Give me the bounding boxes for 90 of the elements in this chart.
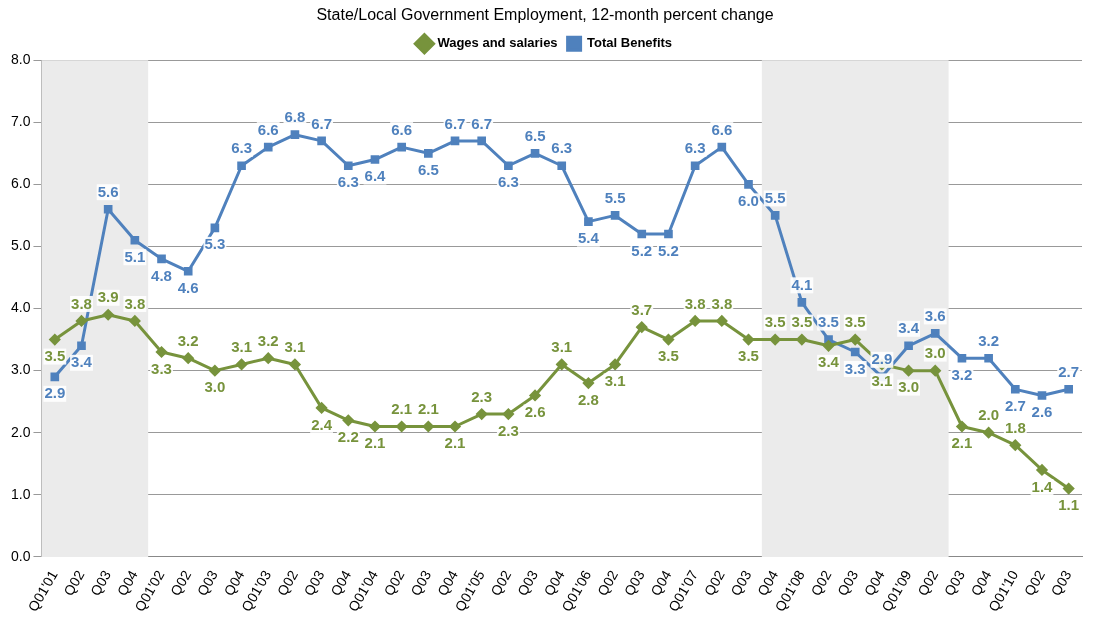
y-tick-label: 5.0 [10, 237, 31, 254]
data-label: 2.1 [364, 434, 386, 452]
data-label: 6.7 [471, 114, 493, 132]
data-label: 6.8 [284, 108, 306, 126]
legend-label: Wages and salaries [437, 35, 558, 51]
data-label: 6.6 [257, 120, 279, 138]
data-label: 3.2 [951, 365, 973, 383]
data-label: 2.6 [524, 403, 546, 421]
data-label: 2.8 [577, 390, 599, 408]
data-label: 4.1 [791, 275, 813, 293]
legend-label: Total Benefits [587, 35, 673, 51]
y-tick-label: 7.0 [10, 113, 31, 130]
data-label: 1.1 [1058, 496, 1080, 514]
data-label: 6.7 [444, 114, 466, 132]
data-label: 3.8 [71, 294, 92, 312]
data-label: 3.2 [177, 331, 199, 349]
data-label: 2.3 [497, 421, 519, 439]
data-label: 3.0 [898, 378, 920, 396]
data-label: 6.4 [364, 167, 387, 185]
data-label: 5.3 [204, 235, 226, 253]
data-label: 6.3 [231, 139, 252, 157]
data-label: 2.1 [391, 400, 413, 418]
data-label: 1.8 [1004, 418, 1026, 436]
data-label: 3.2 [978, 331, 1000, 349]
data-label: 3.0 [924, 344, 946, 362]
data-label: 5.6 [97, 182, 119, 200]
data-label: 3.1 [231, 338, 252, 356]
y-tick-label: 0.0 [10, 547, 31, 564]
data-label: 3.2 [257, 331, 279, 349]
data-label: 2.7 [1058, 362, 1080, 380]
data-label: 3.5 [844, 313, 866, 331]
data-label: 6.3 [337, 173, 359, 191]
data-label: 6.3 [551, 139, 573, 157]
data-label: 5.2 [631, 241, 653, 259]
data-label: 3.8 [124, 294, 146, 312]
data-label: 3.5 [818, 313, 839, 331]
data-label: 5.2 [658, 241, 679, 259]
data-label: 2.4 [311, 415, 333, 433]
data-label: 3.3 [844, 359, 866, 377]
data-label: 3.9 [97, 288, 119, 306]
data-label: 3.8 [684, 294, 706, 312]
y-tick-label: 1.0 [10, 485, 31, 502]
y-tick-label: 6.0 [10, 175, 31, 192]
data-label: 2.3 [471, 387, 493, 405]
data-label: 6.5 [417, 160, 439, 178]
data-label: 2.0 [978, 406, 1000, 424]
data-label: 3.1 [604, 372, 626, 390]
data-label: 2.7 [1004, 396, 1026, 414]
data-label: 6.3 [684, 139, 706, 157]
data-label: 3.5 [764, 313, 786, 331]
data-label: 5.5 [604, 189, 626, 207]
data-label: 3.4 [818, 353, 840, 371]
data-label: 4.6 [177, 278, 199, 296]
data-label: 3.4 [71, 353, 93, 371]
data-label: 3.3 [151, 359, 172, 377]
data-label: 4.8 [151, 266, 172, 284]
data-label: 1.4 [1031, 477, 1054, 495]
data-label: 6.5 [524, 126, 546, 144]
data-label: 3.5 [738, 347, 759, 365]
data-label: 2.1 [951, 434, 973, 452]
data-label: 3.6 [924, 307, 946, 325]
chart-title: State/Local Government Employment, 12-month percent change [316, 6, 774, 24]
data-label: 3.0 [204, 378, 226, 396]
y-tick-label: 3.0 [10, 361, 31, 378]
y-tick-label: 4.0 [10, 299, 31, 316]
data-label: 3.5 [44, 347, 66, 365]
y-tick-label: 8.0 [10, 51, 31, 68]
data-label: 3.5 [791, 313, 813, 331]
data-label: 6.0 [738, 192, 759, 210]
data-label: 3.8 [711, 294, 733, 312]
data-label: 2.1 [417, 400, 439, 418]
data-label: 2.2 [337, 427, 359, 445]
data-label: 6.7 [311, 114, 333, 132]
data-label: 5.1 [124, 247, 146, 265]
data-label: 5.5 [764, 189, 786, 207]
data-label: 3.1 [871, 372, 893, 390]
data-label: 3.7 [631, 300, 653, 318]
data-label: 3.1 [284, 338, 306, 356]
data-label: 6.6 [711, 120, 733, 138]
data-label: 2.1 [444, 434, 466, 452]
data-label: 6.6 [391, 120, 413, 138]
data-label: 3.4 [898, 319, 920, 337]
data-label: 3.5 [658, 347, 679, 365]
data-label: 2.9 [871, 350, 893, 368]
y-tick-label: 2.0 [10, 423, 31, 440]
data-label: 3.1 [551, 338, 573, 356]
data-label: 2.9 [44, 384, 66, 402]
data-label: 5.4 [577, 229, 600, 247]
data-label: 2.6 [1031, 403, 1053, 421]
data-label: 6.3 [497, 173, 519, 191]
